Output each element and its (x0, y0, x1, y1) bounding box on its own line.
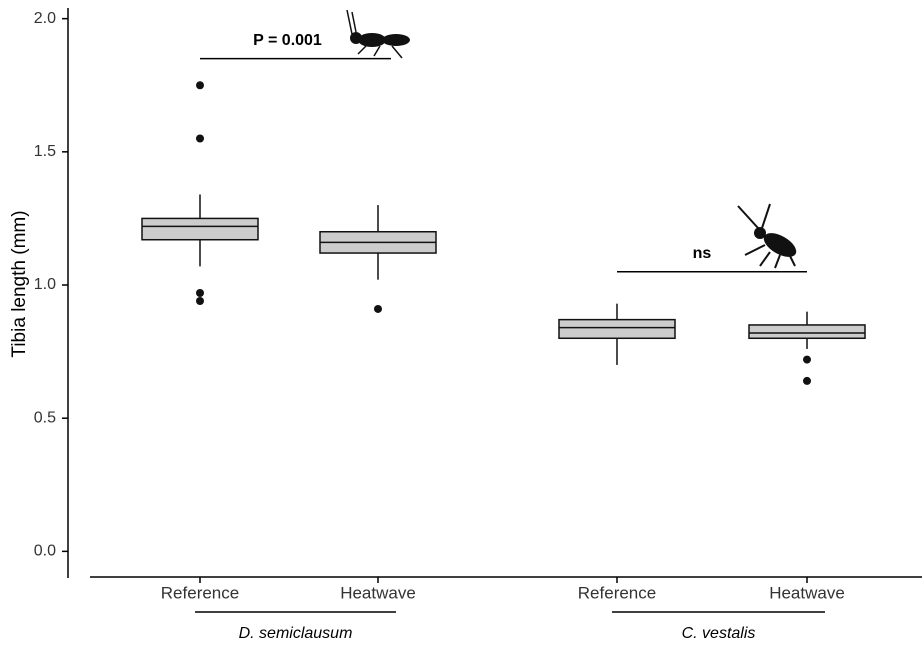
outlier (803, 356, 811, 364)
box (749, 325, 865, 338)
box (559, 320, 675, 339)
outlier (196, 289, 204, 297)
y-tick-label: 1.5 (34, 143, 56, 160)
insect-icon (347, 10, 410, 58)
chart: Tibia length (mm) 0.0 0.5 1.0 1.5 2.0 Referen… (0, 0, 924, 646)
y-tick-label: 2.0 (34, 10, 56, 27)
x-tick-label: Reference (578, 583, 656, 602)
outlier (374, 305, 382, 313)
x-tick-label: Reference (161, 583, 239, 602)
outlier (196, 135, 204, 143)
outlier (196, 81, 204, 89)
y-tick-label: 1.0 (34, 276, 56, 293)
outlier (803, 377, 811, 385)
y-tick-label: 0.5 (34, 409, 56, 426)
group-label: D. semiclausum (239, 625, 353, 642)
y-axis-label: Tibia length (mm) (9, 210, 30, 357)
significance-label: ns (693, 245, 712, 262)
y-tick-label: 0.0 (34, 543, 56, 560)
box (142, 218, 258, 239)
significance-label: P = 0.001 (253, 32, 322, 49)
x-tick-label: Heatwave (340, 583, 416, 602)
group-label: C. vestalis (682, 625, 756, 642)
insect-icon (738, 204, 800, 268)
x-tick-label: Heatwave (769, 583, 845, 602)
outlier (196, 297, 204, 305)
